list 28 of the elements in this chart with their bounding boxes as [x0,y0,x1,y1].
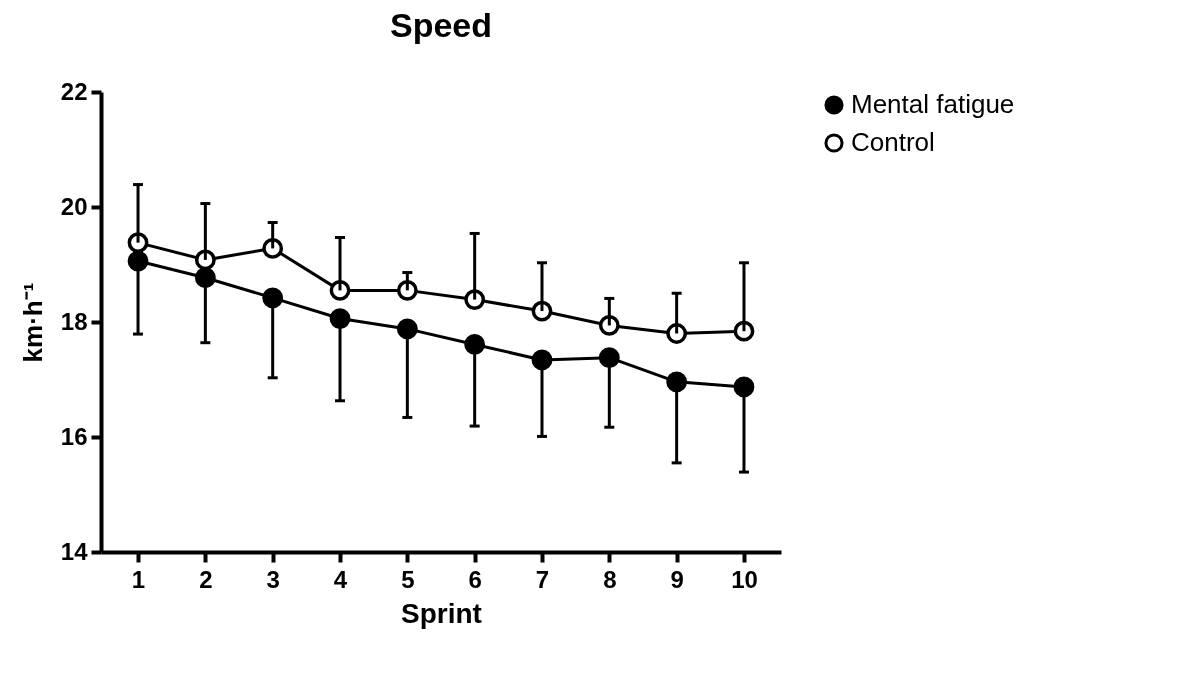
x-tick-label: 3 [266,565,280,593]
x-tick-label: 10 [731,565,758,593]
x-tick-label: 4 [333,565,348,593]
point [733,376,755,398]
y-tick-label: 20 [60,192,88,220]
x-tick-label: 6 [468,565,482,593]
y-tick-label: 16 [60,422,88,450]
x-tick-label: 1 [131,565,146,593]
x-tick-label: 5 [401,565,415,593]
point [396,318,418,340]
legend-label: Mental fatigue [851,89,1015,119]
point [464,334,486,355]
legend-label: Control [851,127,935,157]
y-axis-title: km·h⁻¹ [17,282,48,363]
y-tick-label: 14 [60,537,89,565]
x-tick-label: 9 [670,565,684,593]
x-tick-label: 2 [199,565,213,593]
point [598,347,620,369]
point [531,349,553,371]
point [666,371,688,393]
x-tick-label: 7 [535,565,550,593]
chart-title: Speed [389,6,493,44]
point [329,308,351,329]
y-tick-label: 22 [60,77,88,105]
x-tick-label: 8 [603,565,617,593]
point [262,287,284,309]
x-axis-title: Sprint [401,597,482,629]
y-tick-label: 18 [60,307,88,335]
